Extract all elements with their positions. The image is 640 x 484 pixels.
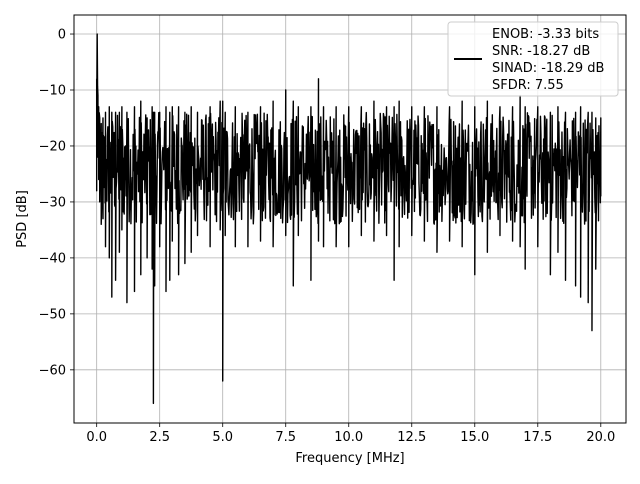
legend-box bbox=[447, 21, 619, 97]
series-psd bbox=[95, 33, 602, 405]
x-tick-label: 0.0 bbox=[86, 430, 107, 445]
x-tick-label: 12.5 bbox=[397, 430, 426, 445]
y-tick-label: −60 bbox=[39, 363, 66, 378]
axis-ticks: 0.0 2.5 5.0 7.5 10.0 12.5 15.0 17.5 20.0 0 −10 −20 −… bbox=[39, 28, 616, 445]
y-axis-label: PSD [dB] bbox=[15, 190, 30, 248]
psd-series-line bbox=[95, 33, 602, 405]
y-tick-label: 0 bbox=[58, 28, 66, 43]
x-tick-label: 7.5 bbox=[275, 430, 296, 445]
y-tick-label: −20 bbox=[39, 139, 66, 154]
y-tick-label: −30 bbox=[39, 195, 66, 210]
legend: ENOB: -3.33 bits SNR: -18.27 dB SINAD: -… bbox=[447, 21, 619, 97]
legend-enob: ENOB: -3.33 bits bbox=[492, 27, 599, 42]
y-tick-label: −50 bbox=[39, 307, 66, 322]
x-axis-label: Frequency [MHz] bbox=[295, 451, 404, 466]
y-tick-label: −10 bbox=[39, 83, 66, 98]
x-tick-label: 10.0 bbox=[334, 430, 363, 445]
axes-frame bbox=[73, 14, 627, 424]
x-tick-label: 20.0 bbox=[586, 430, 615, 445]
x-tick-label: 5.0 bbox=[212, 430, 233, 445]
x-tick-label: 17.5 bbox=[523, 430, 552, 445]
y-tick-label: −40 bbox=[39, 251, 66, 266]
legend-sinad: SINAD: -18.29 dB bbox=[492, 61, 604, 76]
legend-sfdr: SFDR: 7.55 bbox=[492, 78, 564, 93]
legend-snr: SNR: -18.27 dB bbox=[492, 44, 590, 59]
x-tick-label: 2.5 bbox=[149, 430, 170, 445]
x-tick-label: 15.0 bbox=[460, 430, 489, 445]
